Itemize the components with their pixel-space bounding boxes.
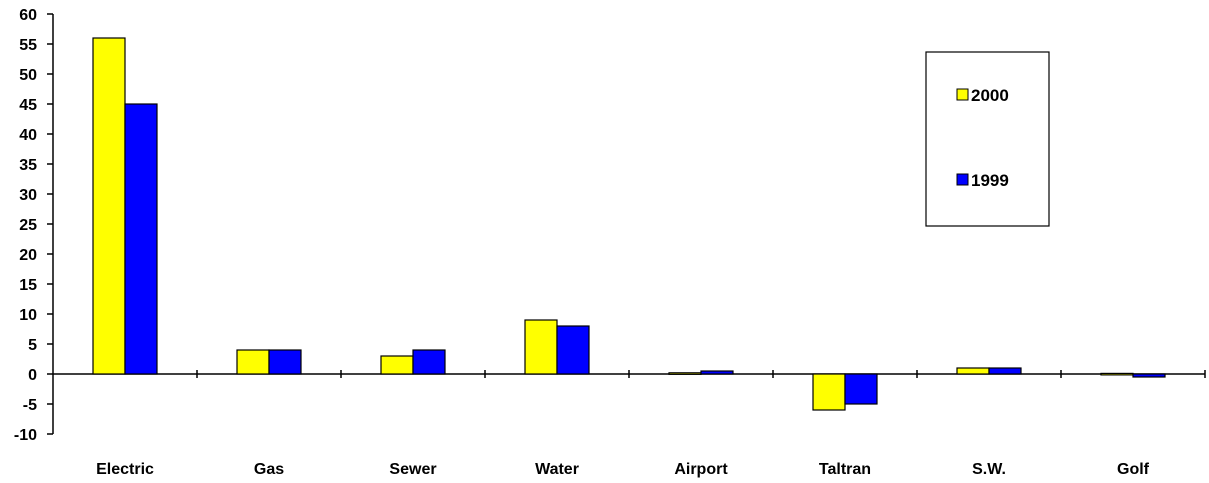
y-tick-label: 10 (19, 307, 37, 324)
y-tick-label: 55 (19, 37, 37, 54)
bar-2000-electric (92, 37, 126, 375)
legend-box (925, 51, 1050, 227)
x-tick-label: Sewer (389, 461, 436, 478)
x-tick-label: Golf (1117, 461, 1150, 478)
y-tick-label: 35 (19, 157, 37, 174)
x-tick-label: Gas (254, 461, 284, 478)
y-tick-label: 5 (28, 337, 37, 354)
bar-2000-sewer (380, 355, 414, 375)
bar-1999-water (556, 325, 590, 375)
bar-2000-golf (1100, 372, 1134, 376)
legend-label-1999: 1999 (971, 171, 1009, 190)
x-tick-label: Water (535, 461, 579, 478)
y-tick-label: 25 (19, 217, 37, 234)
bar-2000-airport (668, 372, 702, 375)
bar-2000-sw (956, 367, 990, 375)
x-tick-label: Taltran (819, 461, 871, 478)
y-tick-label: 20 (19, 247, 37, 264)
bar-1999-airport (700, 370, 734, 375)
y-tick-label: 30 (19, 187, 37, 204)
bar-2000-gas (236, 349, 270, 375)
y-tick-label: 40 (19, 127, 37, 144)
x-tick-label: Electric (96, 461, 154, 478)
bars (92, 37, 1166, 411)
bar-2000-taltran (812, 373, 846, 411)
bar-1999-sw (988, 367, 1022, 375)
y-axis: -10 -5 0 5 10 15 20 25 30 35 40 45 50 55 60 (14, 7, 54, 444)
legend-label-2000: 2000 (971, 86, 1009, 105)
bar-1999-gas (268, 349, 302, 375)
x-tick-label: S.W. (972, 461, 1006, 478)
bar-1999-electric (124, 103, 158, 375)
legend: 2000 1999 (925, 51, 1050, 227)
y-tick-label: -10 (14, 427, 37, 444)
y-tick-label: -5 (23, 397, 37, 414)
y-tick-label: 45 (19, 97, 37, 114)
x-tick-label: Airport (674, 461, 728, 478)
y-tick-label: 50 (19, 67, 37, 84)
x-axis: Electric Gas Sewer Water Airport Taltran S.W. G… (53, 370, 1206, 478)
legend-swatch-1999 (956, 173, 969, 186)
legend-swatch-2000 (956, 88, 969, 101)
bar-1999-sewer (412, 349, 446, 375)
bar-2000-water (524, 319, 558, 375)
y-tick-label: 0 (28, 367, 37, 384)
y-tick-label: 15 (19, 277, 37, 294)
y-tick-label: 60 (19, 7, 37, 24)
bar-1999-golf (1132, 373, 1166, 378)
bar-1999-taltran (844, 373, 878, 405)
